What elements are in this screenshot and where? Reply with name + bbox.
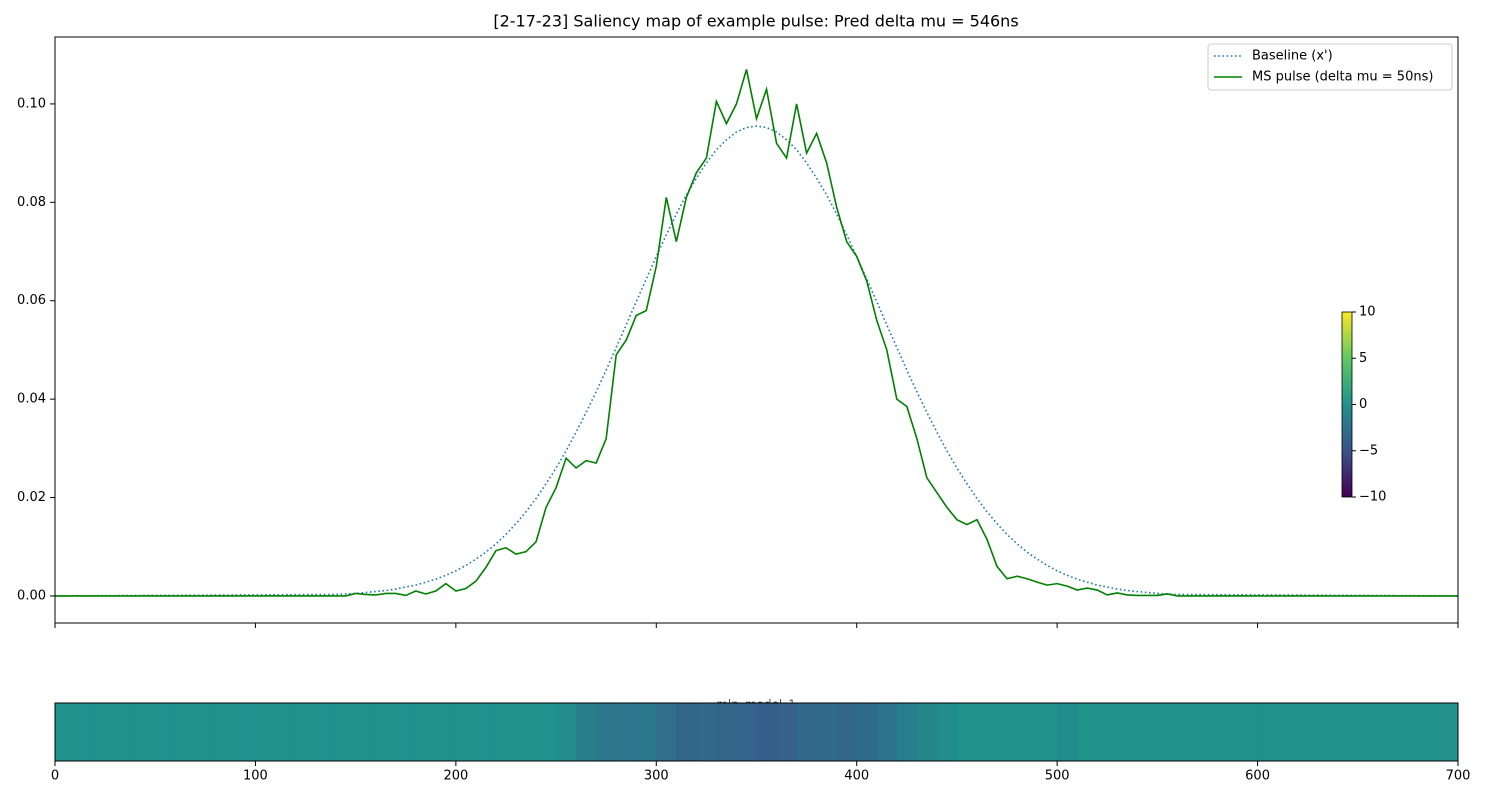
x-tick-label: 600 — [1245, 769, 1270, 784]
heatmap-cell — [756, 703, 778, 761]
x-tick-label: 400 — [844, 769, 869, 784]
plot-frame — [54, 36, 1459, 624]
heatmap-cell — [1037, 703, 1058, 761]
heatmap-cell — [1337, 703, 1359, 761]
heatmap-cell — [215, 703, 236, 761]
heatmap-cell — [836, 703, 858, 761]
heatmap-cell — [455, 703, 477, 761]
heatmap-cell — [936, 703, 958, 761]
colorbar — [1341, 311, 1353, 498]
y-tick-label: 0.02 — [17, 490, 46, 505]
heatmap-cell — [115, 703, 136, 761]
heatmap-cell — [696, 703, 717, 761]
heatmap-cell — [876, 703, 898, 761]
heatmap-cell — [616, 703, 637, 761]
y-tick-label: 0.10 — [17, 96, 46, 111]
y-tick-label: 0.06 — [17, 293, 46, 308]
heatmap-cell — [375, 703, 397, 761]
heatmap-cell — [1237, 703, 1259, 761]
heatmap-cell — [1417, 703, 1439, 761]
heatmap-cell — [75, 703, 96, 761]
heatmap-cell — [1357, 703, 1379, 761]
y-tick-label: 0.04 — [17, 392, 46, 407]
heatmap-cell — [1097, 703, 1118, 761]
x-tick-label: 300 — [644, 769, 669, 784]
colorbar-tick-label: 10 — [1359, 305, 1376, 320]
heatmap-cell — [956, 703, 978, 761]
legend-label: Baseline (x') — [1252, 49, 1333, 64]
heatmap-cell — [576, 703, 597, 761]
heatmap-cell — [856, 703, 878, 761]
heatmap-cell — [495, 703, 517, 761]
heatmap-cell — [235, 703, 256, 761]
heatmap-cell — [1217, 703, 1239, 761]
heatmap-cell — [1297, 703, 1319, 761]
heatmap-frame — [54, 702, 1459, 762]
series-line — [55, 125, 1458, 597]
y-tick-label: 0.08 — [17, 195, 46, 210]
heatmap-cell — [556, 703, 577, 761]
legend-box — [1207, 43, 1453, 91]
x-tick-label: 200 — [443, 769, 468, 784]
heatmap-cell — [736, 703, 757, 761]
heatmap-cell — [395, 703, 417, 761]
heatmap-cell — [896, 703, 918, 761]
heatmap-cell — [355, 703, 377, 761]
heatmap-cell — [95, 703, 116, 761]
heatmap-cell — [1017, 703, 1038, 761]
heatmap-cell — [315, 703, 337, 761]
heatmap-cell — [916, 703, 938, 761]
heatmap-cell — [997, 703, 1018, 761]
legend-label: MS pulse (delta mu = 50ns) — [1252, 70, 1433, 85]
heatmap-cell — [515, 703, 537, 761]
heatmap-cell — [676, 703, 697, 761]
heatmap-cell — [1197, 703, 1218, 761]
heatmap-cell — [295, 703, 317, 761]
heatmap-cell — [255, 703, 276, 761]
heatmap-cell — [1177, 703, 1198, 761]
heatmap-cell — [1437, 703, 1459, 761]
heatmap-cell — [716, 703, 737, 761]
heatmap-cell — [155, 703, 176, 761]
heatmap-cell — [1157, 703, 1178, 761]
heatmap-cell — [1057, 703, 1078, 761]
heatmap-cell — [135, 703, 156, 761]
heatmap-cell — [195, 703, 216, 761]
heatmap-cell — [1277, 703, 1299, 761]
heatmap-cell — [335, 703, 357, 761]
heatmap-cell — [1317, 703, 1339, 761]
heatmap-cell — [536, 703, 557, 761]
heatmap-cell — [1397, 703, 1419, 761]
heatmap-cell — [55, 703, 76, 761]
heatmap-cell — [796, 703, 818, 761]
heatmap-cell — [175, 703, 196, 761]
heatmap-cell — [1117, 703, 1138, 761]
heatmap-cell — [435, 703, 457, 761]
heatmap-cell — [636, 703, 657, 761]
heatmap-cell — [776, 703, 798, 761]
colorbar-tick-label: 5 — [1359, 351, 1367, 366]
colorbar-tick-label: 0 — [1359, 397, 1367, 412]
heatmap-cell — [1077, 703, 1098, 761]
series-line — [55, 69, 1458, 597]
chart-title: [2-17-23] Saliency map of example pulse:… — [493, 12, 1018, 31]
heatmap-cell — [415, 703, 437, 761]
heatmap-cell — [475, 703, 497, 761]
heatmap-cell — [275, 703, 297, 761]
x-tick-label: 100 — [243, 769, 268, 784]
x-tick-label: 0 — [51, 769, 59, 784]
heatmap-cell — [1377, 703, 1399, 761]
heatmap-cell — [1257, 703, 1279, 761]
heatmap-cell — [596, 703, 617, 761]
heatmap-cell — [656, 703, 677, 761]
heatmap-cell — [976, 703, 998, 761]
colorbar-tick-label: −5 — [1359, 443, 1378, 458]
y-tick-label: 0.00 — [17, 588, 46, 603]
heatmap-cell — [816, 703, 838, 761]
colorbar-tick-label: −10 — [1359, 490, 1386, 505]
x-tick-label: 700 — [1446, 769, 1471, 784]
x-tick-label: 500 — [1045, 769, 1070, 784]
heatmap-cell — [1137, 703, 1158, 761]
